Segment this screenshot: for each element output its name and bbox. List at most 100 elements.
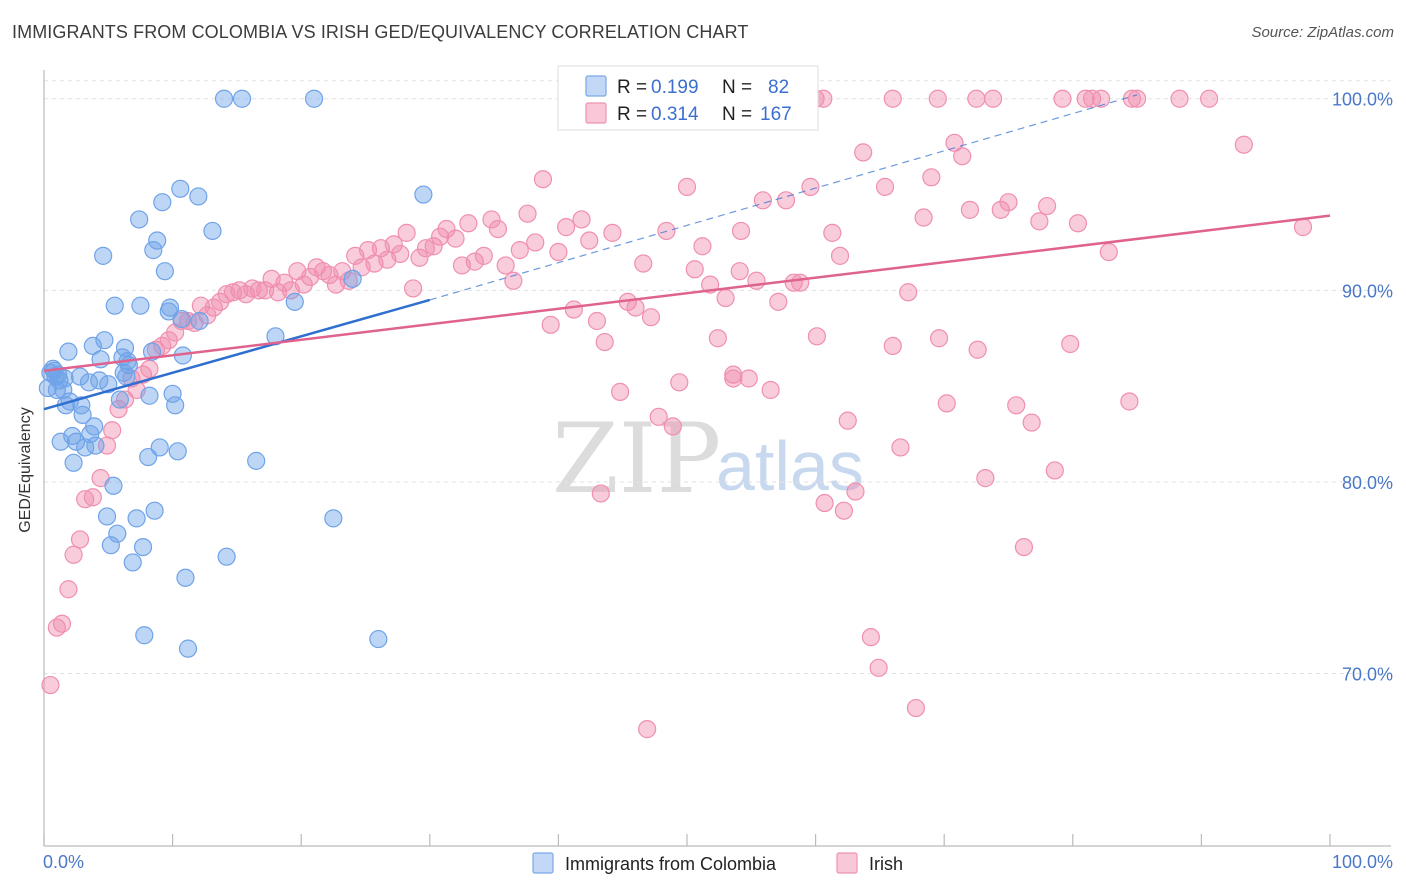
- colombia-point-81: [50, 371, 69, 390]
- x-tick-label-max: 100.0%: [1332, 852, 1393, 872]
- irish-point-58: [410, 248, 429, 267]
- legend-n-label-irish: N =: [722, 104, 752, 125]
- legend-n-label-colombia: N =: [722, 77, 752, 98]
- colombia-point-15: [70, 367, 90, 386]
- irish-point-162: [591, 484, 610, 503]
- irish-point-87: [626, 298, 645, 317]
- irish-point-85: [611, 382, 630, 401]
- colombia-point-72: [247, 451, 266, 470]
- series-colombia-points: [38, 89, 433, 658]
- irish-point-99: [716, 288, 735, 308]
- irish-point-121: [883, 336, 902, 356]
- irish-point-122: [891, 438, 910, 457]
- colombia-point-48: [140, 386, 159, 405]
- irish-point-106: [769, 292, 788, 311]
- trend-line-colombia: [43, 298, 431, 411]
- irish-point-74: [526, 233, 545, 252]
- irish-point-55: [391, 244, 410, 264]
- colombia-point-24: [90, 371, 109, 390]
- colombia-point-30: [101, 536, 120, 555]
- legend-swatch-irish: [585, 102, 607, 124]
- irish-point-112: [815, 493, 834, 513]
- irish-point-132: [968, 340, 987, 359]
- irish-point-135: [991, 200, 1010, 219]
- colombia-point-43: [130, 210, 149, 229]
- irish-point-10: [103, 421, 122, 440]
- irish-point-68: [482, 210, 501, 229]
- irish-point-79: [564, 300, 583, 319]
- irish-point-151: [1127, 89, 1147, 108]
- colombia-point-78: [369, 629, 388, 649]
- colombia-point-21: [83, 336, 102, 356]
- irish-point-120: [875, 177, 895, 196]
- legend-swatch-colombia: [585, 75, 607, 97]
- irish-point-92: [663, 417, 682, 436]
- irish-point-148: [1091, 89, 1111, 108]
- irish-point-153: [1200, 89, 1219, 108]
- irish-point-150: [1120, 392, 1139, 411]
- legend-bottom-label-colombia: Immigrants from Colombia: [565, 854, 777, 874]
- grid-lines: [44, 80, 1391, 675]
- series-irish-points: [41, 89, 1313, 739]
- irish-point-145: [1068, 214, 1088, 233]
- irish-point-163: [730, 262, 749, 281]
- colombia-point-65: [178, 639, 198, 658]
- irish-point-75: [533, 170, 553, 189]
- irish-point-129: [945, 133, 964, 152]
- colombia-point-26: [94, 246, 113, 265]
- irish-point-119: [869, 658, 888, 677]
- colombia-point-64: [176, 568, 195, 587]
- irish-point-16: [140, 359, 159, 379]
- irish-point-80: [572, 210, 591, 229]
- irish-point-69: [488, 219, 508, 239]
- chart-title: IMMIGRANTS FROM COLOMBIA VS IRISH GED/EQ…: [12, 22, 749, 42]
- irish-point-142: [1045, 461, 1064, 480]
- irish-point-118: [861, 628, 880, 647]
- irish-point-5: [70, 530, 90, 549]
- colombia-point-6: [51, 432, 70, 451]
- irish-point-115: [838, 411, 857, 430]
- irish-point-56: [397, 223, 416, 242]
- colombia-point-67: [190, 311, 209, 331]
- irish-point-131: [960, 200, 980, 219]
- irish-point-141: [1037, 196, 1057, 216]
- irish-point-123: [899, 283, 918, 302]
- colombia-point-33: [108, 524, 127, 543]
- irish-point-11: [109, 400, 128, 419]
- colombia-point-77: [343, 269, 362, 288]
- irish-point-134: [983, 89, 1003, 108]
- irish-point-140: [1030, 212, 1049, 231]
- irish-point-158: [928, 89, 947, 108]
- legend-bottom-swatch-colombia: [532, 852, 554, 874]
- y-axis-label: GED/Equivalency: [17, 407, 34, 532]
- irish-point-104: [753, 191, 772, 210]
- irish-point-144: [1061, 334, 1080, 354]
- irish-point-93: [670, 373, 689, 392]
- colombia-point-46: [135, 626, 154, 645]
- irish-point-63: [446, 229, 465, 248]
- irish-point-143: [1053, 89, 1072, 108]
- legend-bottom: Immigrants from Colombia Irish: [532, 852, 903, 874]
- irish-point-110: [801, 177, 820, 196]
- irish-point-125: [914, 208, 933, 227]
- irish-point-100: [724, 369, 743, 388]
- legend-bottom-swatch-irish: [836, 852, 858, 874]
- irish-point-95: [685, 260, 704, 279]
- irish-point-46: [333, 262, 352, 281]
- colombia-point-58: [163, 384, 182, 403]
- colombia-point-42: [127, 509, 146, 528]
- irish-point-154: [1234, 135, 1253, 154]
- irish-point-89: [641, 308, 661, 327]
- colombia-point-61: [171, 179, 190, 198]
- irish-point-60: [424, 237, 443, 256]
- irish-point-136: [999, 193, 1018, 212]
- irish-point-130: [953, 147, 972, 166]
- irish-point-108: [784, 273, 803, 292]
- irish-point-160: [638, 720, 657, 739]
- legend-n-value-irish: 167: [760, 104, 792, 125]
- irish-point-164: [724, 365, 743, 384]
- x-tick-label-min: 0.0%: [43, 852, 84, 872]
- irish-point-66: [465, 252, 484, 271]
- colombia-point-31: [104, 476, 123, 495]
